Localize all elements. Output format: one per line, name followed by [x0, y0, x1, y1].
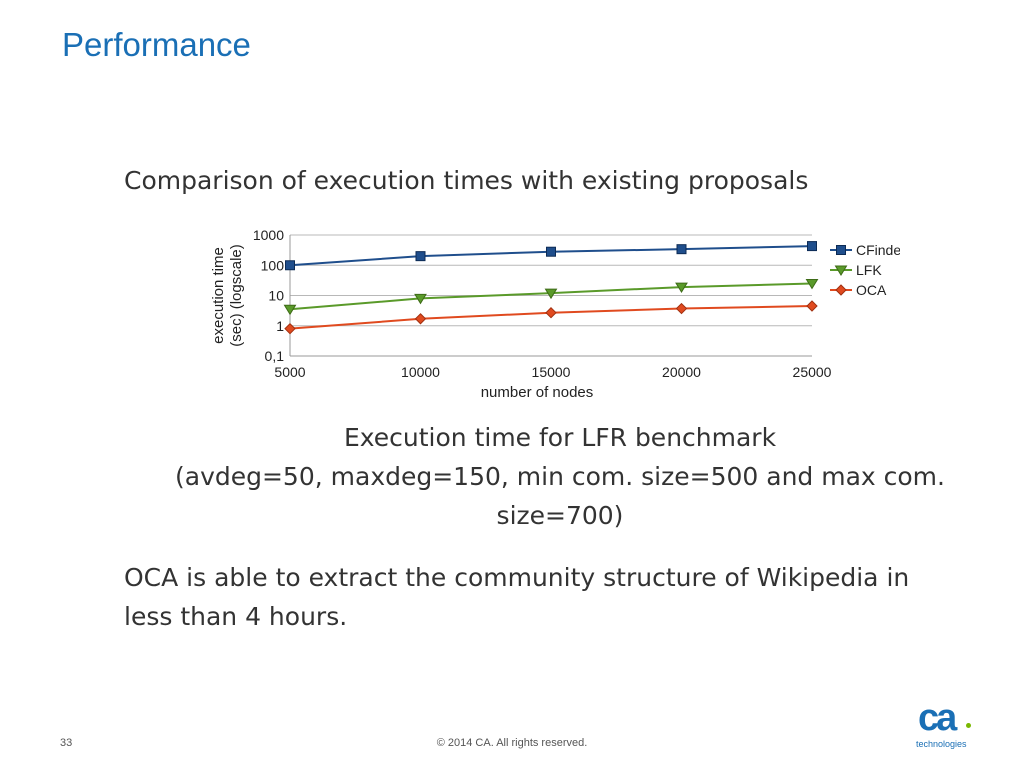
oca-data-point — [675, 302, 688, 315]
chart-container: 0,1 1 10 100 1000 5000 10000 15000 20000 25000 num… — [200, 222, 906, 412]
lfk-data-point — [414, 293, 427, 305]
caption-line: size=700) — [496, 501, 624, 530]
caption-line: Execution time for LFR benchmark — [343, 423, 777, 452]
logo-subtitle: technologies — [916, 739, 967, 749]
oca-data-point — [806, 300, 818, 312]
x-tick-label: 15000 — [532, 364, 571, 380]
logo-accent-dot — [966, 723, 971, 728]
lfk-data-point — [544, 288, 558, 300]
body-paragraph: OCA is able to extract the community str… — [124, 558, 974, 636]
y-tick-label: 0,1 — [265, 348, 285, 364]
lfk-data-point — [675, 282, 688, 294]
y-tick-label: 1 — [276, 318, 284, 334]
section-heading: Comparison of execution times with exist… — [124, 166, 809, 195]
legend-cfinder-marker — [836, 245, 846, 255]
body-line: less than 4 hours. — [124, 602, 348, 631]
y-tick-label: 100 — [261, 257, 285, 273]
slide-title: Performance — [62, 26, 251, 63]
cfinder-data-point — [285, 260, 295, 271]
y-tick-label: 1000 — [253, 227, 284, 243]
ca-technologies-logo: ca technologies — [912, 697, 976, 753]
logo-mark: ca — [918, 697, 957, 739]
x-tick-label: 5000 — [274, 364, 305, 380]
x-axis-label: number of nodes — [481, 384, 594, 401]
legend-oca-marker — [835, 284, 847, 296]
page-number: 33 — [60, 737, 73, 749]
cfinder-data-point — [676, 244, 687, 255]
legend-lfk-marker — [834, 265, 848, 276]
cfinder-data-point — [546, 246, 556, 257]
y-tick-label: 10 — [268, 288, 284, 304]
copyright-notice: © 2014 CA. All rights reserved. — [436, 737, 588, 749]
chart-series — [283, 241, 819, 335]
cfinder-data-point — [415, 251, 426, 262]
legend-cfinder-label: CFinder — [856, 242, 900, 258]
y-axis-label: execution time — [210, 247, 227, 344]
oca-data-point — [545, 306, 557, 319]
legend-lfk-label: LFK — [856, 262, 882, 278]
oca-data-point — [414, 313, 427, 325]
chart-legend: CFinder LFK OCA — [830, 242, 906, 298]
x-tick-label: 20000 — [662, 364, 701, 380]
execution-time-chart: 0,1 1 10 100 1000 5000 10000 15000 20000 25000 num… — [210, 227, 906, 401]
x-tick-label: 10000 — [401, 364, 440, 380]
lfk-data-point — [805, 278, 819, 290]
legend-oca-label: OCA — [856, 282, 887, 298]
lfk-data-point — [283, 304, 297, 316]
chart-caption: Execution time for LFR benchmark (avdeg=… — [150, 418, 970, 535]
chart-axes: 0,1 1 10 100 1000 5000 10000 15000 20000 25000 num… — [210, 227, 832, 401]
x-tick-label: 25000 — [793, 364, 832, 380]
y-axis-label: (sec) (logscale) — [228, 244, 245, 347]
cfinder-data-point — [807, 241, 817, 252]
caption-line: (avdeg=50, maxdeg=150, min com. size=500… — [175, 462, 945, 491]
body-line: OCA is able to extract the community str… — [124, 563, 910, 592]
oca-data-point — [284, 322, 296, 335]
